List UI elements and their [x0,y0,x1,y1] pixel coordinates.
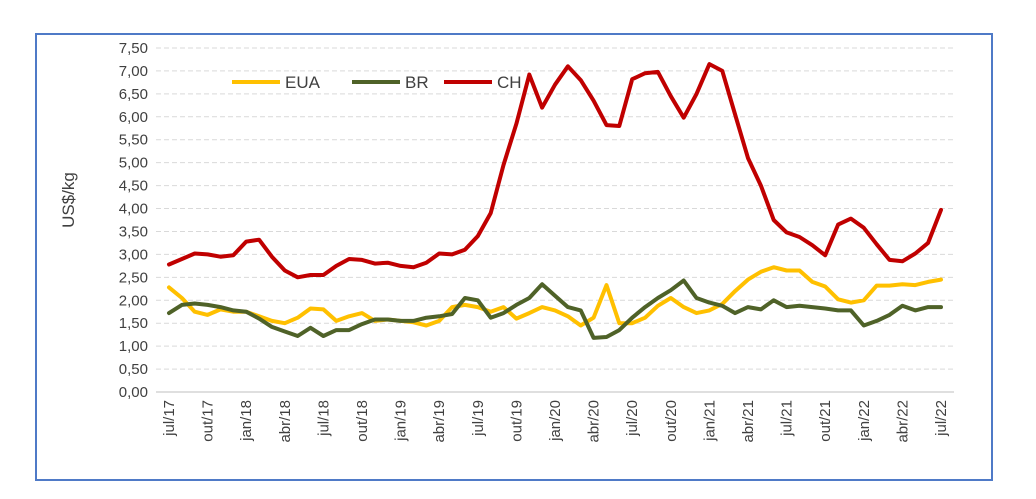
y-tick-label: 0,50 [119,361,148,378]
series-line-eua [167,265,943,328]
y-tick-label: 1,00 [119,338,148,355]
x-tick-label: abr/22 [894,400,911,443]
y-tick-label: 5,00 [119,155,148,172]
y-tick-label: 4,00 [119,201,148,218]
x-tick-label: out/18 [354,400,371,442]
y-axis-label: US$/kg [59,172,78,228]
x-tick-label: jul/18 [315,400,332,437]
x-axis-ticks: jul/17 out/17 jan/18 abr/18 jul/18 out/18 jan/… [161,400,950,443]
y-tick-label: 2,00 [119,292,148,309]
x-tick-label: out/21 [817,400,834,442]
y-tick-label: 5,50 [119,132,148,149]
x-tick-label: jul/17 [161,400,178,437]
y-tick-label: 3,00 [119,246,148,263]
series-line-br [167,278,943,340]
x-tick-label: abr/21 [740,400,757,443]
y-tick-label: 3,50 [119,223,148,240]
x-tick-label: jul/20 [624,400,641,437]
y-axis-ticks: 0,00 0,50 1,00 1,50 2,00 2,50 3,00 3,50 4,00 4,50… [119,40,148,401]
x-tick-label: jan/20 [547,400,564,442]
x-tick-label: jul/22 [933,400,950,437]
y-tick-label: 4,50 [119,178,148,195]
x-tick-label: jul/21 [779,400,796,437]
y-tick-label: 7,50 [119,40,148,57]
gridlines [156,47,954,370]
x-tick-label: abr/20 [586,400,603,443]
x-tick-label: out/19 [508,400,525,442]
x-tick-label: abr/19 [431,400,448,443]
x-tick-label: jan/21 [701,400,718,442]
x-tick-label: jan/19 [393,400,410,442]
y-tick-label: 2,50 [119,269,148,286]
x-tick-label: out/20 [663,400,680,442]
series-lines [167,62,943,340]
x-tick-label: out/17 [200,400,217,442]
y-tick-label: 7,00 [119,63,148,80]
y-tick-label: 1,50 [119,315,148,332]
x-tick-label: jan/18 [238,400,255,442]
legend-label-eua: EUA [285,73,321,92]
legend: EUA BR CH [232,73,522,92]
x-tick-label: abr/18 [277,400,294,443]
x-tick-label: jul/19 [470,400,487,437]
series-line-ch [167,62,943,280]
legend-label-br: BR [405,73,429,92]
y-tick-label: 6,50 [119,86,148,103]
y-tick-label: 6,00 [119,109,148,126]
x-tick-label: jan/22 [856,400,873,442]
y-tick-label: 0,00 [119,384,148,401]
legend-label-ch: CH [497,73,522,92]
chart-frame [35,33,993,481]
